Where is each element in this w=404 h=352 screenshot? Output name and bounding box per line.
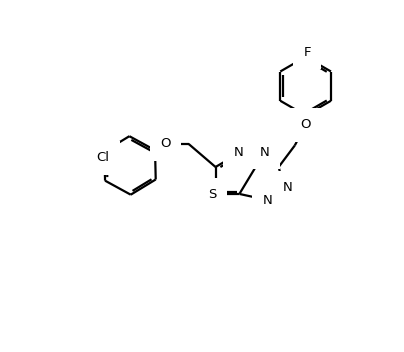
Text: O: O — [160, 137, 171, 150]
Text: S: S — [208, 188, 217, 201]
Text: O: O — [300, 118, 311, 131]
Text: F: F — [303, 46, 311, 59]
Text: Cl: Cl — [96, 151, 109, 164]
Text: N: N — [263, 194, 273, 207]
Text: N: N — [283, 181, 293, 194]
Text: N: N — [260, 146, 270, 159]
Text: N: N — [234, 146, 244, 159]
